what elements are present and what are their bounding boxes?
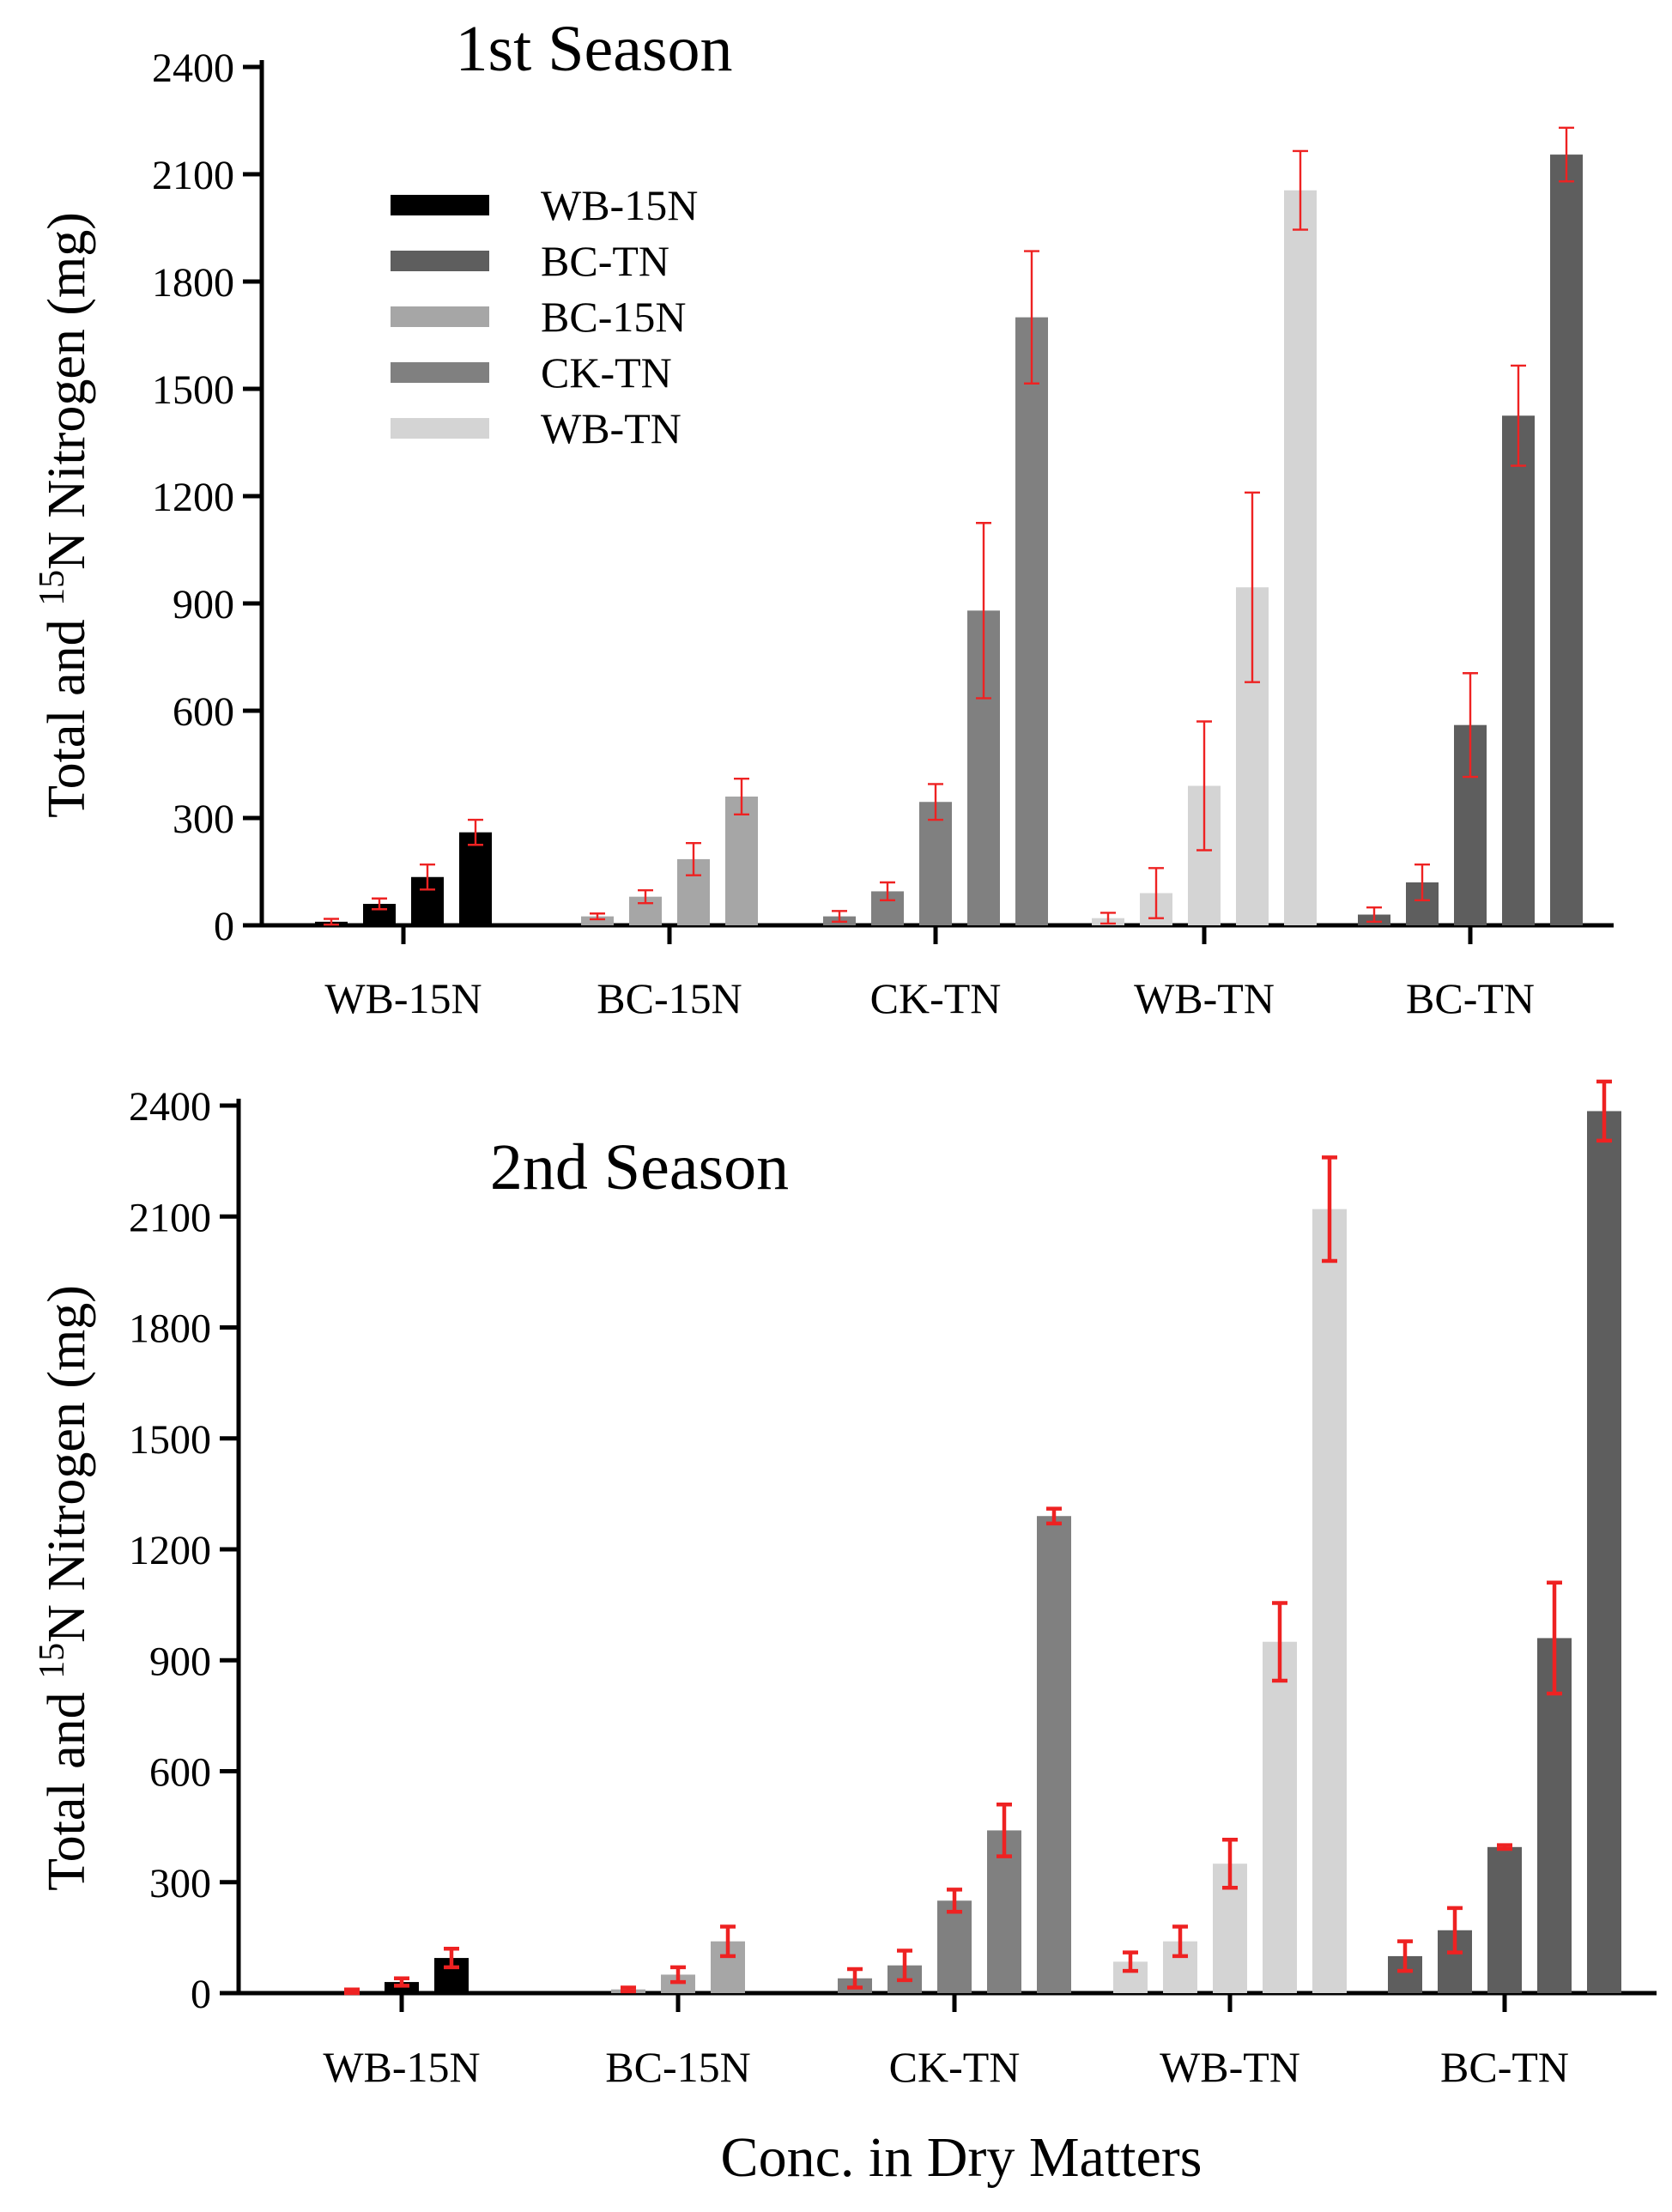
- legend: WB-15N BC-TN BC-15N CK-TN WB-TN: [391, 181, 698, 452]
- y-tick-label: 1200: [129, 1528, 211, 1573]
- legend-item: CK-TN: [391, 348, 672, 397]
- legend-label: BC-TN: [541, 237, 669, 285]
- chart-panel-1st-season: 1st Season Total and 15N Nitrogen (mg) W…: [33, 13, 1614, 1022]
- legend-swatch: [391, 251, 489, 271]
- x-tick-label: WB-TN: [1134, 974, 1275, 1022]
- chart-title: 1st Season: [456, 13, 733, 85]
- legend-label: CK-TN: [541, 348, 672, 397]
- y-tick-label: 2100: [152, 153, 234, 198]
- y-tick-label: 1200: [152, 475, 234, 520]
- x-tick-label: BC-TN: [1440, 2043, 1569, 2091]
- bar: [1537, 1638, 1572, 1993]
- bar: [919, 802, 952, 925]
- x-axis-label: Conc. in Dry Matters: [721, 2126, 1203, 2189]
- bar: [1284, 190, 1317, 925]
- y-tick-label: 600: [173, 689, 234, 735]
- legend-swatch: [391, 195, 489, 215]
- y-tick-label: 900: [149, 1639, 211, 1684]
- bar: [1550, 155, 1583, 926]
- x-tick-label: WB-15N: [324, 974, 482, 1022]
- y-axis-label-suffix: N Nitrogen (mg): [38, 1285, 96, 1643]
- y-tick-label: 600: [149, 1750, 211, 1796]
- bar: [459, 832, 492, 925]
- bar: [725, 797, 758, 925]
- y-axis-label: Total and 15N Nitrogen (mg): [33, 1285, 96, 1891]
- legend-label: BC-15N: [541, 293, 686, 341]
- y-tick-label: 1500: [152, 367, 234, 413]
- x-tick-label: WB-TN: [1160, 2043, 1300, 2091]
- y-tick-label: 300: [173, 797, 234, 842]
- x-tick-label: BC-TN: [1406, 974, 1535, 1022]
- y-tick-label: 2400: [129, 1084, 211, 1130]
- bar: [1502, 415, 1535, 925]
- legend-item: BC-15N: [391, 293, 686, 341]
- legend-item: BC-TN: [391, 237, 669, 285]
- y-axis-label-superscript: 15: [33, 1643, 72, 1679]
- y-tick-label: 1800: [129, 1306, 211, 1352]
- y-tick-label: 900: [173, 582, 234, 627]
- legend-label: WB-15N: [541, 181, 698, 229]
- bar: [1263, 1641, 1297, 1993]
- y-tick-label: 0: [214, 904, 234, 949]
- legend-swatch: [391, 418, 489, 439]
- y-tick-label: 2400: [152, 45, 234, 91]
- x-tick-label: WB-15N: [323, 2043, 480, 2091]
- y-tick-label: 1800: [152, 260, 234, 306]
- y-tick-label: 0: [191, 1972, 211, 2017]
- legend-label: WB-TN: [541, 404, 682, 452]
- x-tick-label: BC-15N: [605, 2043, 750, 2091]
- y-axis-label-suffix: N Nitrogen (mg): [38, 212, 96, 570]
- bar: [1015, 317, 1048, 926]
- legend-item: WB-TN: [391, 404, 682, 452]
- x-tick-label: CK-TN: [889, 2043, 1021, 2091]
- bar: [1587, 1111, 1621, 1993]
- y-axis-label-superscript: 15: [33, 570, 72, 606]
- legend-swatch: [391, 306, 489, 327]
- y-axis-label-prefix: Total and: [38, 606, 96, 818]
- chart-panel-2nd-season: 2nd Season Total and 15N Nitrogen (mg) 0…: [33, 1079, 1657, 2091]
- bar: [937, 1900, 972, 1993]
- bar: [1037, 1516, 1071, 1993]
- y-axis-label: Total and 15N Nitrogen (mg): [33, 212, 96, 818]
- bar: [1487, 1846, 1522, 1993]
- bar: [581, 916, 614, 925]
- legend-swatch: [391, 362, 489, 383]
- chart-title: 2nd Season: [490, 1131, 789, 1203]
- x-tick-label: BC-15N: [597, 974, 742, 1022]
- y-tick-label: 300: [149, 1861, 211, 1906]
- y-tick-label: 2100: [129, 1195, 211, 1240]
- y-tick-label: 1500: [129, 1417, 211, 1463]
- legend-item: WB-15N: [391, 181, 698, 229]
- x-tick-label: CK-TN: [870, 974, 1002, 1022]
- bar: [1312, 1209, 1347, 1993]
- y-axis-label-prefix: Total and: [38, 1679, 96, 1891]
